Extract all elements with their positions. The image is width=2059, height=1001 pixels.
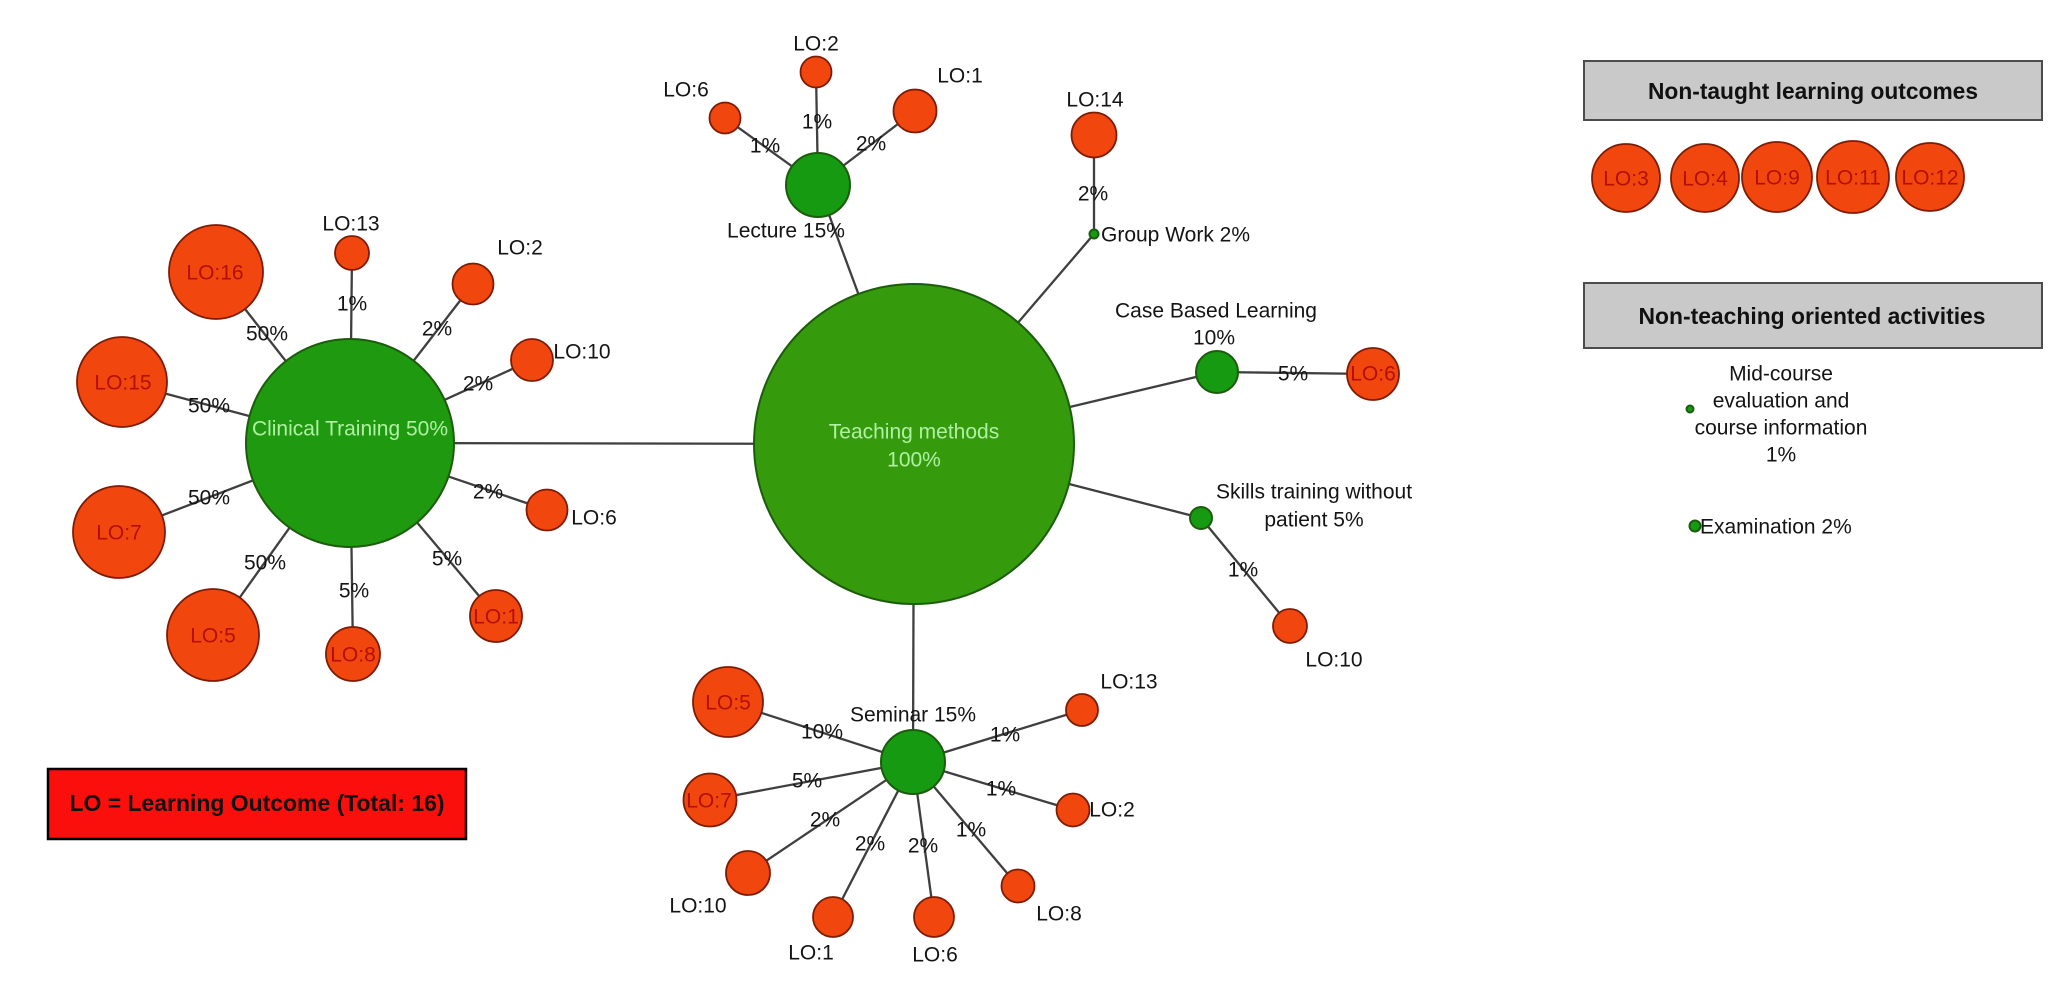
svg-text:patient 5%: patient 5% [1264,509,1363,532]
svg-text:10%: 10% [1193,327,1235,350]
svg-text:LO:2: LO:2 [497,237,543,260]
svg-text:Seminar 15%: Seminar 15% [850,704,976,727]
svg-text:LO:8: LO:8 [1036,903,1082,926]
svg-text:LO:12: LO:12 [1901,167,1958,190]
svg-text:1%: 1% [956,819,986,842]
svg-text:LO:13: LO:13 [1100,671,1157,694]
svg-text:50%: 50% [246,323,288,346]
svg-text:LO:11: LO:11 [1825,167,1881,190]
svg-text:LO:16: LO:16 [186,262,243,285]
svg-text:1%: 1% [1228,559,1258,582]
svg-text:5%: 5% [432,548,462,571]
svg-text:LO:7: LO:7 [686,790,732,813]
svg-text:1%: 1% [337,293,367,316]
svg-text:LO:2: LO:2 [793,33,839,56]
svg-text:2%: 2% [473,481,503,504]
svg-text:2%: 2% [855,833,885,856]
svg-text:Teaching methods: Teaching methods [829,421,999,444]
svg-text:LO:3: LO:3 [1603,168,1649,191]
svg-text:Lecture 15%: Lecture 15% [727,220,845,243]
svg-text:50%: 50% [188,395,230,418]
svg-text:LO:5: LO:5 [705,692,751,715]
svg-text:LO:1: LO:1 [788,942,834,965]
svg-text:LO:14: LO:14 [1066,89,1124,112]
svg-text:LO:8: LO:8 [330,644,376,667]
svg-text:2%: 2% [1078,183,1108,206]
svg-text:2%: 2% [856,133,886,156]
svg-text:LO:6: LO:6 [571,507,617,530]
svg-text:1%: 1% [802,111,832,134]
svg-text:Clinical Training 50%: Clinical Training 50% [252,418,448,441]
svg-text:Case Based Learning: Case Based Learning [1115,300,1317,323]
svg-text:5%: 5% [339,580,369,603]
svg-text:LO:10: LO:10 [553,341,610,364]
svg-text:LO:4: LO:4 [1682,168,1728,191]
svg-text:LO:10: LO:10 [1305,649,1362,672]
svg-text:Skills training without: Skills training without [1216,481,1412,504]
svg-text:2%: 2% [422,318,452,341]
svg-text:LO:13: LO:13 [322,213,379,236]
svg-text:Examination 2%: Examination 2% [1700,516,1852,539]
svg-text:LO:6: LO:6 [912,944,958,967]
svg-text:50%: 50% [244,552,286,575]
svg-text:LO = Learning Outcome (Total:: LO = Learning Outcome (Total: 16) [70,790,445,816]
svg-text:LO:15: LO:15 [94,372,151,395]
svg-text:LO:6: LO:6 [663,79,709,102]
svg-text:1%: 1% [750,135,780,158]
svg-text:1%: 1% [986,778,1016,801]
svg-text:LO:1: LO:1 [937,65,983,88]
svg-text:50%: 50% [188,487,230,510]
svg-text:Non-teaching oriented activiti: Non-teaching oriented activities [1639,303,1986,329]
svg-text:2%: 2% [908,835,938,858]
svg-text:5%: 5% [1278,363,1308,386]
svg-text:Mid-course: Mid-course [1729,363,1833,386]
svg-text:LO:7: LO:7 [96,522,142,545]
svg-text:LO:5: LO:5 [190,625,236,648]
svg-text:1%: 1% [1766,444,1796,467]
svg-text:LO:9: LO:9 [1754,167,1800,190]
svg-text:100%: 100% [887,449,941,472]
svg-text:LO:2: LO:2 [1089,799,1135,822]
svg-text:5%: 5% [792,770,822,793]
svg-text:LO:10: LO:10 [669,895,726,918]
svg-text:1%: 1% [990,724,1020,747]
svg-text:LO:6: LO:6 [1350,363,1396,386]
svg-text:evaluation and: evaluation and [1713,390,1850,413]
svg-text:2%: 2% [463,373,493,396]
svg-text:Group Work 2%: Group Work 2% [1101,224,1250,247]
svg-text:2%: 2% [810,809,840,832]
svg-text:course information: course information [1695,417,1868,440]
svg-text:Non-taught learning outcomes: Non-taught learning outcomes [1648,78,1978,104]
svg-text:LO:1: LO:1 [473,606,519,629]
svg-text:10%: 10% [801,721,843,744]
